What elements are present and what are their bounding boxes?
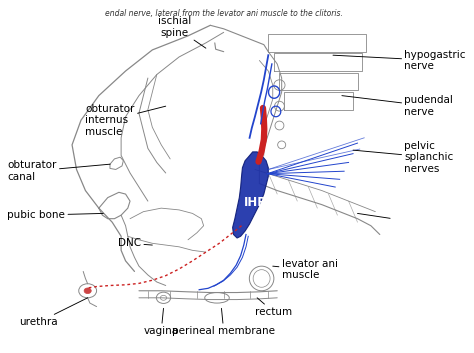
Text: DNC: DNC [118, 238, 152, 248]
Text: ischial
spine: ischial spine [158, 16, 206, 48]
Circle shape [84, 288, 91, 294]
Text: levator ani
muscle: levator ani muscle [273, 259, 337, 281]
Text: endal nerve, lateral from the levator ani muscle to the clitoris.: endal nerve, lateral from the levator an… [105, 10, 343, 18]
Text: IHP: IHP [357, 214, 416, 227]
Text: pubic bone: pubic bone [8, 210, 103, 220]
Text: perineal membrane: perineal membrane [172, 309, 275, 336]
Text: hypogastric
nerve: hypogastric nerve [333, 50, 466, 71]
Text: IHP: IHP [244, 196, 267, 209]
Text: pelvic
splanchic
nerves: pelvic splanchic nerves [353, 140, 454, 174]
Text: rectum: rectum [255, 298, 292, 317]
Text: vagina: vagina [144, 309, 179, 336]
Text: obturator
internus
muscle: obturator internus muscle [85, 104, 166, 137]
Text: obturator
canal: obturator canal [8, 160, 110, 182]
Polygon shape [233, 152, 268, 238]
Text: pudendal
nerve: pudendal nerve [342, 95, 453, 117]
Text: urethra: urethra [19, 298, 88, 327]
